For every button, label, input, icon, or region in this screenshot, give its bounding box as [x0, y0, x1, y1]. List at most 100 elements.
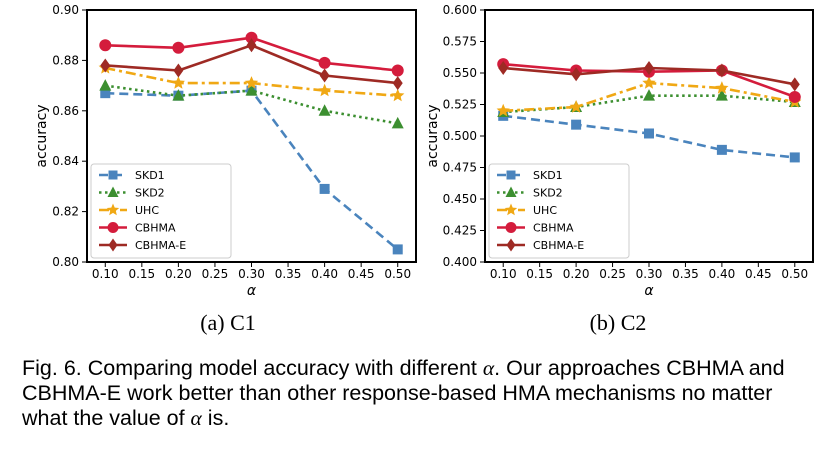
legend-marker-skd2 [505, 186, 517, 197]
data-point-uhc [171, 76, 185, 89]
data-point-cbhma-e [789, 77, 800, 92]
data-point-cbhma-e [246, 38, 257, 53]
data-point-skd1 [392, 244, 403, 255]
data-point-cbhma-e [716, 63, 727, 78]
legend-label-skd1: SKD1 [533, 169, 563, 182]
legend-marker-cbhma [505, 222, 517, 233]
y-axis-label: accuracy [34, 104, 50, 167]
legend-label-skd2: SKD2 [533, 187, 563, 200]
data-point-skd1 [100, 88, 111, 99]
y-tick-label: 0.425 [443, 224, 477, 238]
data-point-uhc [496, 103, 510, 117]
data-point-skd2 [172, 89, 185, 101]
x-tick-label: 0.45 [348, 267, 375, 281]
data-point-skd1 [789, 152, 800, 163]
data-point-skd2 [99, 79, 112, 91]
y-axis-label: accuracy [425, 104, 441, 167]
x-tick-label: 0.10 [92, 267, 119, 281]
y-tick-label: 0.475 [443, 161, 477, 175]
x-tick-label: 0.30 [636, 267, 663, 281]
data-point-cbhma [172, 41, 185, 54]
caption-text-1: Fig. 6. Comparing model accuracy with di… [22, 356, 483, 380]
y-tick-label: 0.88 [52, 53, 79, 67]
data-point-cbhma-e [644, 60, 654, 75]
legend-label-cbhma-e: CBHMA-E [533, 239, 584, 252]
caption-alpha-1: α [482, 356, 495, 380]
data-point-cbhma [318, 56, 331, 69]
data-point-cbhma [788, 90, 801, 103]
x-axis-label: α [644, 283, 654, 299]
data-point-uhc [642, 76, 656, 89]
y-tick-label: 0.82 [52, 205, 79, 219]
y-tick-label: 0.80 [52, 255, 79, 269]
subfigure-label-c1: (a) C1 [200, 310, 256, 335]
caption-text-2: . Our approaches CBHMA and CBHMA-E work … [22, 356, 785, 430]
x-tick-label: 0.20 [563, 267, 590, 281]
x-tick-label: 0.45 [745, 267, 772, 281]
data-point-uhc [569, 100, 583, 113]
data-point-cbhma-e [392, 76, 403, 91]
chart-c1: 0.10 0.15 0.20 0.25 0.30 0.35 0.40 0.45 0.50 0.80… [34, 3, 417, 299]
caption-text-3: is. [201, 406, 230, 430]
data-point-skd2 [318, 104, 331, 116]
x-tick-label: 0.15 [526, 267, 553, 281]
data-point-skd1 [319, 183, 330, 194]
x-tick-label: 0.35 [672, 267, 699, 281]
y-tick-label: 0.550 [443, 66, 477, 80]
x-tick-label: 0.50 [384, 267, 411, 281]
data-point-cbhma-e [498, 60, 509, 75]
x-tick-label: 0.10 [490, 267, 517, 281]
x-tick-label: 0.20 [165, 267, 192, 281]
x-tick-label: 0.25 [202, 267, 229, 281]
data-point-cbhma-e [100, 58, 111, 73]
data-point-skd1 [716, 144, 727, 155]
data-point-skd2 [643, 89, 655, 101]
data-point-cbhma [391, 64, 404, 77]
y-tick-label: 0.400 [443, 255, 477, 269]
x-tick-label: 0.15 [128, 267, 155, 281]
data-point-uhc [391, 88, 405, 102]
legend-label-uhc: UHC [533, 204, 557, 217]
y-tick-label: 0.600 [443, 3, 477, 17]
x-tick-label: 0.40 [311, 267, 338, 281]
x-tick-label: 0.25 [599, 267, 626, 281]
data-point-skd2 [715, 89, 728, 101]
y-tick-label: 0.500 [443, 129, 477, 143]
data-point-uhc [715, 81, 729, 94]
legend-box [488, 163, 630, 259]
legend-marker-skd1 [506, 170, 516, 180]
legend-marker-cbhma-e [108, 238, 118, 252]
y-tick-label: 0.450 [443, 192, 477, 206]
legend-label-skd1: SKD1 [135, 169, 165, 182]
y-tick-label: 0.86 [52, 104, 79, 118]
data-point-uhc [244, 76, 259, 89]
legend-label-uhc: UHC [135, 204, 159, 217]
figure-caption: Fig. 6. Comparing model accuracy with di… [22, 356, 822, 431]
legend-label-cbhma: CBHMA [135, 222, 176, 235]
data-point-skd2 [245, 84, 258, 96]
caption-alpha-2: α [190, 406, 202, 430]
data-point-cbhma [245, 31, 258, 44]
x-tick-label: 0.40 [709, 267, 736, 281]
data-point-skd1 [571, 119, 582, 130]
y-tick-label: 0.90 [52, 3, 79, 17]
data-point-uhc [318, 83, 332, 97]
legend-box [90, 163, 232, 259]
y-tick-label: 0.525 [443, 98, 477, 112]
legend-marker-skd1 [108, 170, 118, 180]
data-point-cbhma [99, 39, 112, 52]
x-tick-label: 0.30 [238, 267, 265, 281]
data-point-skd1 [644, 128, 654, 139]
series-line-skd2 [105, 84, 398, 125]
chart-c2: 0.10 0.15 0.20 0.25 0.30 0.35 0.40 0.45 0.50 0.40… [425, 3, 814, 299]
data-point-cbhma-e [173, 63, 184, 78]
legend-label-skd2: SKD2 [135, 187, 165, 200]
x-tick-label: 0.50 [781, 267, 808, 281]
data-point-cbhma-e [319, 68, 330, 83]
legend-marker-uhc [504, 203, 518, 216]
legend-marker-cbhma [107, 222, 119, 233]
subfigure-label-c2: (b) C2 [590, 310, 647, 335]
data-point-cbhma-e [571, 67, 582, 82]
x-tick-label: 0.35 [275, 267, 302, 281]
